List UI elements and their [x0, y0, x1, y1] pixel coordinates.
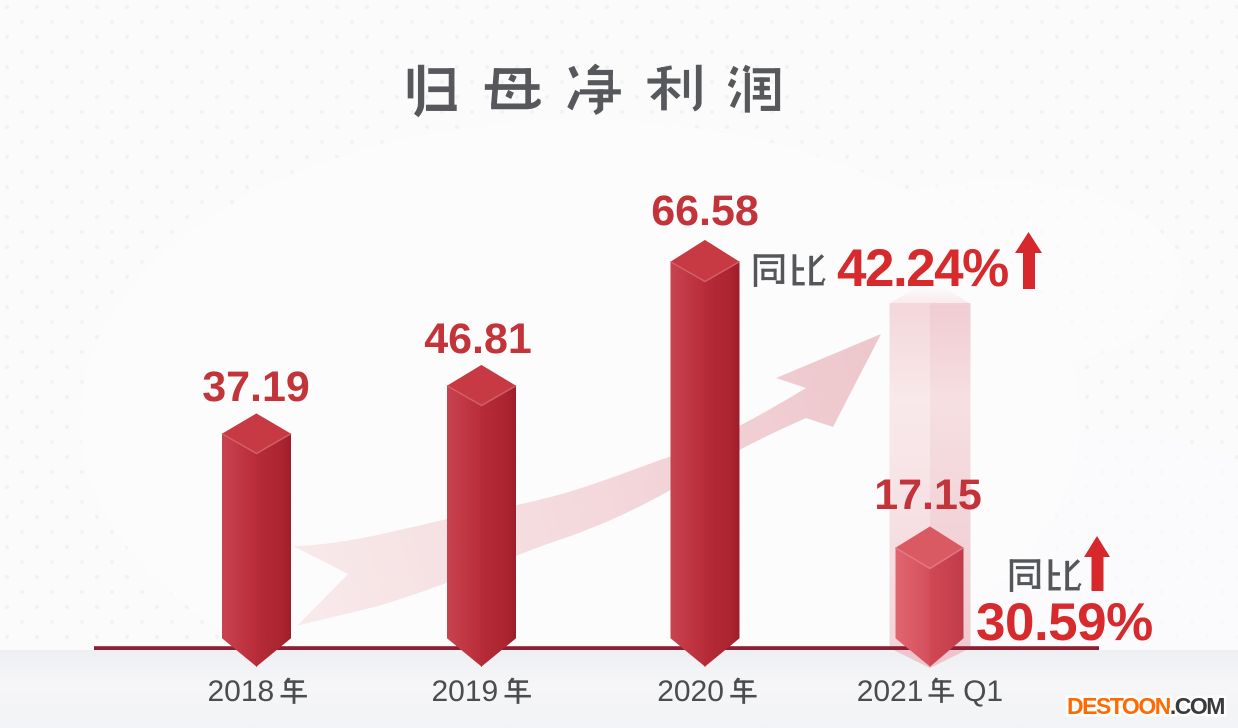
svg-text:17.15: 17.15 [874, 471, 982, 519]
svg-text:46.81: 46.81 [424, 315, 532, 363]
svg-text:2020: 2020 [657, 675, 724, 708]
svg-text:42.24%: 42.24% [837, 239, 1008, 298]
svg-text:Q1: Q1 [963, 675, 1003, 708]
svg-text:30.59%: 30.59% [976, 593, 1153, 652]
svg-text:37.19: 37.19 [202, 363, 310, 411]
svg-text:DESTOON.COM: DESTOON.COM [1067, 693, 1224, 719]
svg-text:66.58: 66.58 [651, 187, 759, 235]
svg-text:2021: 2021 [857, 675, 924, 708]
svg-text:2019: 2019 [432, 675, 499, 708]
svg-text:2018: 2018 [208, 675, 275, 708]
